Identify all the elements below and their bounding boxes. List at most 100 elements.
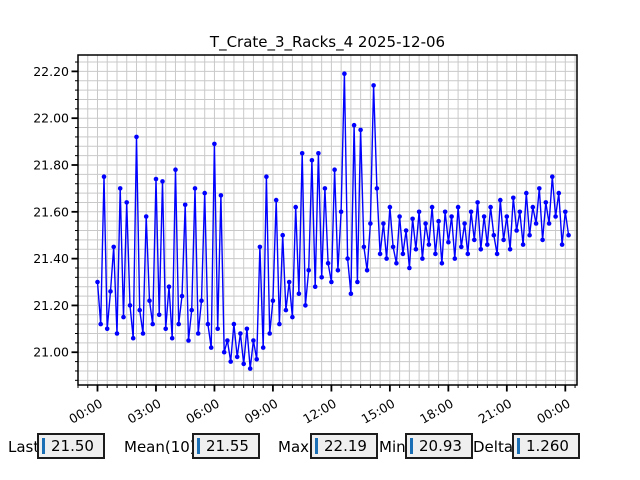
data-point <box>231 321 237 327</box>
data-point <box>394 261 399 266</box>
data-series <box>95 71 571 371</box>
data-point <box>429 204 435 210</box>
x-tick-label: 06:00 <box>183 396 222 427</box>
data-point <box>478 247 484 252</box>
data-point <box>124 200 129 205</box>
data-point <box>426 242 432 247</box>
text-caret-icon <box>42 438 45 454</box>
min-value-field[interactable]: 20.93 <box>405 433 473 459</box>
data-point <box>498 197 503 203</box>
data-point <box>160 179 165 184</box>
y-tick-label: 21.60 <box>33 204 69 219</box>
data-point <box>218 193 224 198</box>
data-point <box>485 242 490 247</box>
y-tick-label: 22.00 <box>33 111 69 126</box>
data-point <box>173 167 178 172</box>
data-point <box>254 357 259 362</box>
data-point <box>117 186 123 191</box>
data-point <box>439 261 445 266</box>
data-point <box>543 200 549 205</box>
data-point <box>540 237 545 243</box>
data-point <box>416 209 422 215</box>
data-point <box>225 338 230 343</box>
data-point <box>491 232 497 238</box>
data-line <box>96 72 570 370</box>
x-tick-label: 00:00 <box>66 396 105 427</box>
data-point <box>566 232 571 238</box>
mean10-value-field[interactable]: 21.55 <box>192 433 260 459</box>
data-point <box>397 214 402 219</box>
text-caret-icon <box>410 438 413 454</box>
x-tick-label: 03:00 <box>125 396 164 427</box>
data-point <box>351 122 357 128</box>
x-tick-label: 21:00 <box>476 396 515 427</box>
plot-frame <box>77 54 578 386</box>
mean10-label: Mean(10) <box>124 438 196 456</box>
data-point <box>270 298 276 304</box>
data-point <box>449 214 454 219</box>
data-point <box>413 247 419 252</box>
last-label: Last <box>8 438 40 456</box>
data-point <box>520 242 526 247</box>
data-point <box>533 221 539 226</box>
data-point <box>511 195 516 201</box>
x-tick-label: 00:00 <box>534 396 573 427</box>
data-point <box>433 251 438 257</box>
data-point <box>179 293 185 299</box>
data-point <box>114 331 120 336</box>
data-point <box>319 275 325 280</box>
data-point <box>277 321 282 327</box>
data-point <box>299 151 305 156</box>
data-point <box>163 326 168 332</box>
min-label: Min <box>379 438 406 456</box>
grid-lines <box>77 55 577 385</box>
max-value-field[interactable]: 22.19 <box>310 433 378 459</box>
data-point <box>455 204 461 210</box>
data-point <box>247 366 253 371</box>
data-point <box>390 244 396 250</box>
max-label: Max <box>278 438 310 456</box>
data-point <box>387 204 393 210</box>
data-point <box>407 265 412 271</box>
data-point <box>322 186 328 191</box>
data-point <box>306 268 312 273</box>
data-point <box>514 228 519 233</box>
data-point <box>121 314 126 320</box>
chart-canvas: 00:00 03:00 06:00 09:00 12:00 15:00 18:00 21:00… <box>33 54 578 427</box>
data-point <box>368 221 373 226</box>
data-point <box>364 268 370 273</box>
data-point <box>355 279 360 285</box>
data-point <box>169 335 175 341</box>
data-point <box>559 242 565 247</box>
y-tick-label: 22.20 <box>33 64 69 79</box>
data-point <box>147 298 152 304</box>
data-point <box>517 209 523 215</box>
data-point <box>280 232 286 238</box>
data-point <box>111 244 116 250</box>
data-point <box>215 326 220 332</box>
data-point <box>108 289 113 294</box>
data-point <box>468 209 474 215</box>
data-point <box>134 134 139 140</box>
text-caret-icon <box>315 438 318 454</box>
data-point <box>309 158 315 163</box>
data-point <box>501 237 506 243</box>
delta-value-field[interactable]: 1.260 <box>512 433 580 459</box>
y-tick-label: 21.40 <box>33 251 69 266</box>
data-point <box>228 359 233 364</box>
data-point <box>199 298 204 304</box>
data-point <box>530 204 536 210</box>
last-value-field[interactable]: 21.50 <box>37 433 105 459</box>
y-tick-label: 21.00 <box>33 345 69 360</box>
data-point <box>452 256 458 261</box>
data-point <box>553 214 558 219</box>
text-caret-icon <box>197 438 200 454</box>
data-point <box>488 204 493 210</box>
data-point <box>208 345 214 350</box>
data-point <box>244 326 250 332</box>
data-point <box>312 284 318 290</box>
data-point <box>221 349 227 355</box>
data-point <box>293 204 299 210</box>
data-point <box>260 345 266 350</box>
